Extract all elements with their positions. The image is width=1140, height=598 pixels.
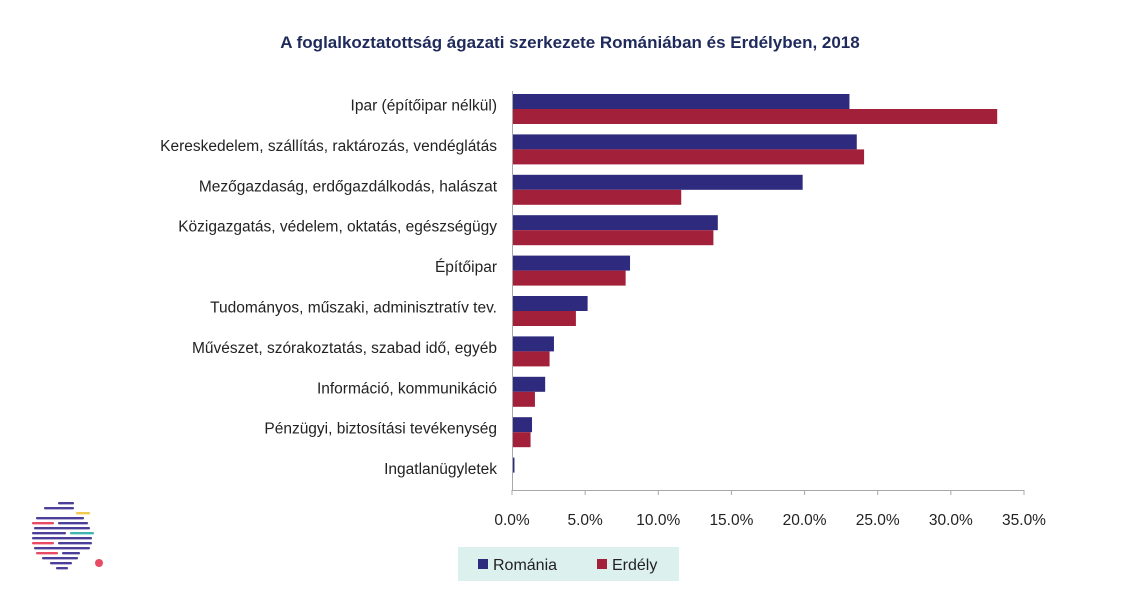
category-label: Építőipar [435,259,497,276]
category-label: Ipar (építőipar nélkül) [351,98,497,115]
logo-stripe [36,517,84,520]
logo-stripe [32,522,54,525]
logo-stripe [34,527,90,530]
x-axis-ticks: 0.0% 5.0% 10.0% 15.0% 20.0% 25.0% 30.0% 35.0% [494,490,1046,529]
logo-stripe [36,552,58,555]
bar-erd-ly-2 [513,189,682,205]
logo-stripe [50,562,72,565]
bar-rom-nia-6 [513,336,554,352]
bar-erd-ly-8 [513,432,531,448]
striped-logo-icon [32,502,103,570]
legend-label: Románia [493,557,557,574]
logo-stripe [34,547,90,550]
logo-stripe [70,532,94,535]
x-tick-label: 10.0% [636,512,680,529]
bar-rom-nia-1 [513,134,857,150]
category-label: Tudományos, műszaki, adminisztratív tev. [210,300,497,317]
bar-erd-ly-6 [513,351,550,367]
logo-stripe [58,502,74,505]
logo-stripe [58,522,88,525]
x-tick-label: 20.0% [783,512,827,529]
legend-swatch [478,559,488,569]
category-label: Ingatlanügyletek [384,461,497,478]
logo-stripe [62,552,80,555]
logo-stripe [76,512,90,515]
legend-swatch [597,559,607,569]
x-tick-label: 5.0% [567,512,603,529]
x-tick-label: 0.0% [494,512,530,529]
category-labels: Ipar (építőipar nélkül) Kereskedelem, szá… [160,98,498,479]
logo-stripe [42,557,78,560]
logo-stripe [56,567,68,570]
logo-stripe [32,537,92,540]
logo-stripe [58,542,92,545]
bar-erd-ly-3 [513,230,714,246]
bar-rom-nia-5 [513,296,588,311]
bar-erd-ly-4 [513,270,626,286]
bar-rom-nia-4 [513,255,631,271]
x-tick-label: 30.0% [929,512,973,529]
bars-group [513,94,998,473]
bar-erd-ly-7 [513,391,535,407]
logo-stripe [32,542,54,545]
logo-stripe [44,507,74,510]
bar-rom-nia-7 [513,376,546,392]
category-label: Információ, kommunikáció [317,380,497,397]
category-label: Mezőgazdaság, erdőgazdálkodás, halászat [199,178,498,195]
x-tick-label: 25.0% [856,512,900,529]
x-tick-label: 35.0% [1002,512,1046,529]
bar-rom-nia-8 [513,417,533,433]
bar-rom-nia-9 [513,457,515,473]
legend-background [458,547,679,581]
category-label: Kereskedelem, szállítás, raktározás, ven… [160,138,497,155]
x-tick-label: 15.0% [709,512,753,529]
legend: Románia Erdély [458,547,679,581]
category-label: Művészet, szórakoztatás, szabad idő, egy… [192,340,497,357]
category-label: Pénzügyi, biztosítási tevékenység [264,421,497,438]
bar-erd-ly-1 [513,149,865,165]
bar-rom-nia-0 [513,94,850,109]
category-label: Közigazgatás, védelem, oktatás, egészség… [178,219,497,236]
chart-title: A foglalkoztatottság ágazati szerkezete … [280,33,859,52]
bar-rom-nia-2 [513,174,803,190]
bar-rom-nia-3 [513,215,718,231]
bar-erd-ly-0 [513,109,998,124]
legend-label: Erdély [612,557,657,574]
logo-dot [95,559,103,567]
bar-erd-ly-5 [513,311,576,326]
logo-stripe [32,532,66,535]
